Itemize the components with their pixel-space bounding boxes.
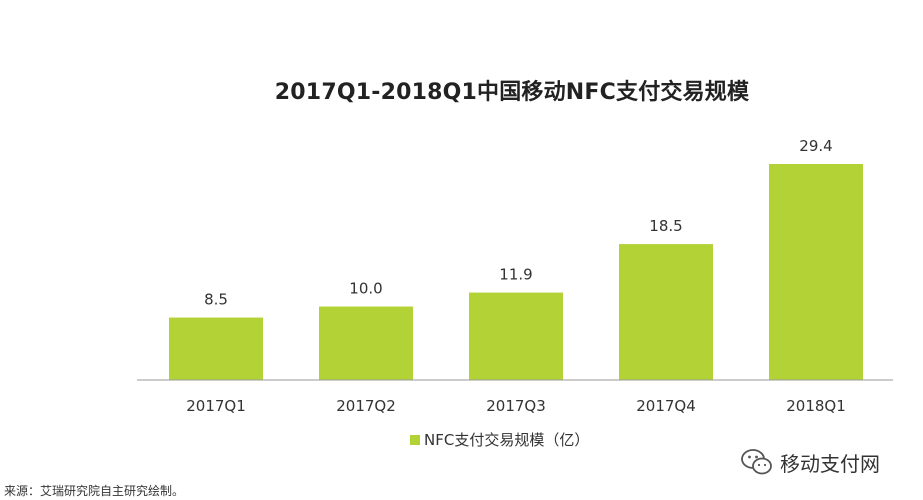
value-label-2017Q2: 10.0 [349,280,382,298]
bar-2017Q4 [619,244,713,380]
category-label-2017Q3: 2017Q3 [486,397,546,415]
bar-2018Q1 [769,164,863,380]
legend-label: NFC支付交易规模（亿） [424,431,590,449]
watermark: 移动支付网 [740,447,880,477]
value-label-2017Q4: 18.5 [649,217,682,235]
legend: NFC支付交易规模（亿） [410,429,589,450]
category-labels-group: 2017Q1 2017Q2 2017Q3 2017Q4 2018Q1 [186,397,846,415]
category-label-2018Q1: 2018Q1 [786,397,846,415]
bar-2017Q2 [319,306,413,380]
legend-swatch [410,434,420,445]
category-label-2017Q1: 2017Q1 [186,397,246,415]
category-label-2017Q2: 2017Q2 [336,397,396,415]
wechat-icon [741,449,772,475]
bar-2017Q1 [169,317,263,380]
bar-2017Q3 [469,292,563,380]
chart-title: 2017Q1-2018Q1中国移动NFC支付交易规模 [274,80,750,105]
value-labels-group: 8.5 10.0 11.9 18.5 29.4 [204,137,833,309]
source-note: 来源：艾瑞研究院自主研究绘制。 [4,484,185,498]
value-label-2017Q1: 8.5 [204,291,228,309]
bars-group [169,164,863,380]
watermark-text: 移动支付网 [780,451,880,476]
value-label-2018Q1: 29.4 [799,137,832,155]
value-label-2017Q3: 11.9 [499,266,532,284]
category-label-2017Q4: 2017Q4 [636,397,696,415]
